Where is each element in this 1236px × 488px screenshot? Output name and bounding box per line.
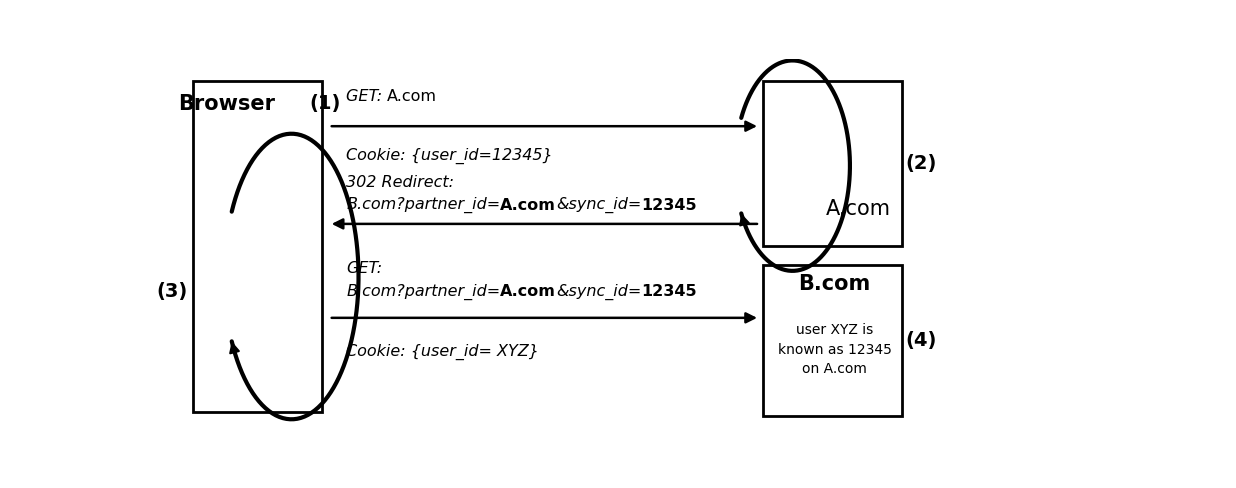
Text: Browser: Browser <box>178 94 274 114</box>
Bar <box>763 265 902 416</box>
Text: (4): (4) <box>905 331 937 350</box>
Text: A.com: A.com <box>826 199 891 219</box>
Text: &sync_id=: &sync_id= <box>556 197 641 213</box>
Text: user XYZ is
known as 12345
on A.com: user XYZ is known as 12345 on A.com <box>777 323 891 376</box>
Text: A.com: A.com <box>501 284 556 299</box>
Text: 12345: 12345 <box>641 284 697 299</box>
Text: GET:: GET: <box>346 262 382 277</box>
Text: (2): (2) <box>905 154 937 173</box>
Text: 12345: 12345 <box>641 198 697 213</box>
Text: GET:: GET: <box>346 89 387 103</box>
Text: 302 Redirect:: 302 Redirect: <box>346 175 454 190</box>
Text: A.com: A.com <box>387 89 438 103</box>
Text: B.com: B.com <box>798 274 870 294</box>
Text: (3): (3) <box>156 282 188 301</box>
Text: Cookie: {user_id= XYZ}: Cookie: {user_id= XYZ} <box>346 344 539 360</box>
Bar <box>193 81 323 412</box>
Text: Cookie: {user_id=12345}: Cookie: {user_id=12345} <box>346 148 552 164</box>
Text: (1): (1) <box>309 94 341 113</box>
Text: &sync_id=: &sync_id= <box>556 284 641 300</box>
Text: B.com?partner_id=: B.com?partner_id= <box>346 197 501 213</box>
Text: B.com?partner_id=: B.com?partner_id= <box>346 284 501 300</box>
Bar <box>763 81 902 246</box>
Text: A.com: A.com <box>501 198 556 213</box>
